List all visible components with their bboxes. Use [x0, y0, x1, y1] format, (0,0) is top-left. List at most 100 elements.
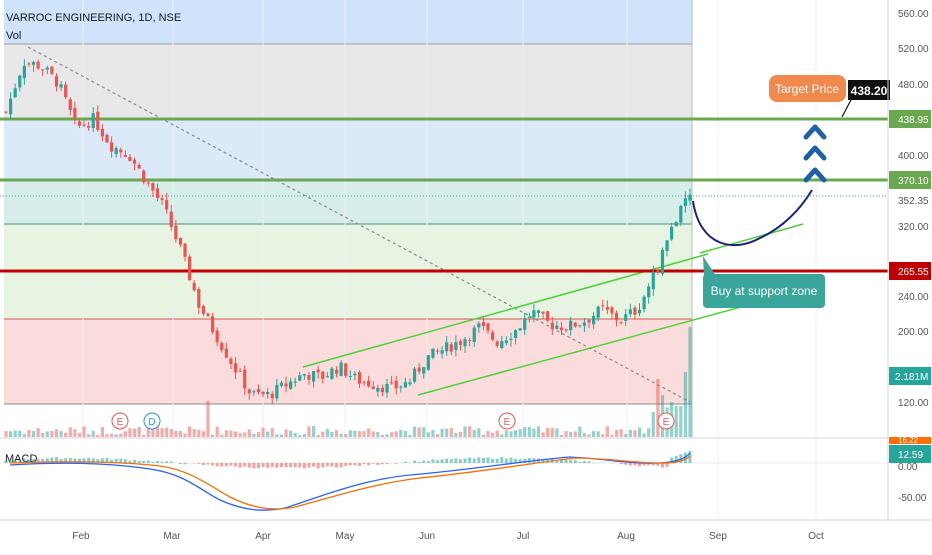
candle-body [491, 332, 494, 339]
volume-bar [376, 432, 379, 437]
time-axis[interactable]: Feb Mar Apr May Jun Jul Aug Sep Oct [0, 520, 932, 542]
volume-bar [390, 432, 393, 437]
candle-body [431, 349, 434, 358]
volume-bar [431, 430, 434, 437]
macd-histogram-bar [367, 463, 370, 465]
macd-histogram-bar [477, 457, 480, 463]
volume-bar [170, 429, 173, 437]
target-pointer [842, 98, 852, 117]
candle-body [321, 372, 324, 379]
candle-body [160, 198, 163, 200]
candle-body [239, 371, 242, 372]
candle-body [115, 148, 118, 154]
candle-body [179, 238, 182, 245]
candle-body [183, 244, 186, 257]
zone-red [4, 319, 692, 404]
candle-body [620, 322, 623, 323]
volume-bar [82, 426, 85, 437]
macd-histogram-bar [220, 463, 223, 466]
price-tick: 200.00 [898, 327, 929, 338]
volume-bar [509, 431, 512, 437]
volume-bar [459, 432, 462, 437]
candle-body [18, 76, 21, 88]
candle-body [170, 212, 173, 227]
target-price-callout[interactable]: Target Price 438.20 [769, 75, 890, 117]
candle-body [280, 383, 283, 386]
background-zones [4, 0, 692, 437]
volume-bar [578, 426, 581, 437]
macd-histogram-bar [404, 462, 407, 463]
volume-bar [64, 433, 67, 437]
volume-bar [624, 434, 627, 437]
macd-histogram-bar [340, 463, 343, 467]
macd-histogram-bar [206, 463, 209, 464]
candle-body [248, 389, 251, 393]
candle-body [583, 323, 586, 326]
volume-bar [523, 427, 526, 437]
buy-support-callout[interactable]: Buy at support zone [703, 256, 825, 308]
candle-body [266, 392, 269, 394]
channel-upper-extension [700, 224, 803, 253]
volume-bar [4, 431, 7, 437]
macd-histogram-bar [243, 463, 246, 467]
macd-histogram-bar [161, 462, 164, 463]
macd-histogram-bar [142, 461, 145, 463]
volume-bar [326, 429, 329, 437]
candle-body [509, 339, 512, 340]
macd-histogram-bar [468, 457, 471, 463]
macd-histogram-bar [496, 459, 499, 463]
candle-body [376, 388, 379, 392]
volume-bar [280, 435, 283, 437]
candle-body [688, 195, 691, 201]
macd-histogram-bar [588, 461, 591, 463]
macd-histogram-bar [289, 463, 292, 467]
candle-body [500, 341, 503, 348]
volume-bar [606, 426, 609, 437]
price-axis[interactable]: 560.00 520.00 480.00 400.00 320.00 240.0… [888, 0, 931, 520]
candle-body [156, 188, 159, 197]
macd-histogram-bar [225, 463, 228, 466]
volume-bar [197, 430, 200, 437]
projection-curve [693, 190, 812, 245]
time-tick: Jul [517, 531, 530, 542]
macd-histogram-bar [275, 463, 278, 468]
candle-body [225, 349, 228, 358]
candle-body [294, 381, 297, 382]
volume-bar [96, 435, 99, 437]
macd-histogram-bar [266, 463, 269, 468]
candle-body [165, 200, 168, 210]
macd-histogram-bar [184, 463, 187, 464]
candle-body [615, 313, 618, 321]
price-tick: 520.00 [898, 44, 929, 55]
volume-bar [537, 426, 540, 437]
candle-body [344, 363, 347, 375]
time-tick: Sep [709, 531, 727, 542]
macd-signal-value: 16.22 [898, 436, 919, 445]
candle-body [422, 367, 425, 373]
volume-bar [496, 431, 499, 437]
last-price-value: 352.35 [898, 196, 929, 207]
candle-body [340, 363, 343, 376]
candle-body [629, 309, 632, 314]
macd-histogram-bar [344, 463, 347, 466]
candle-body [560, 328, 563, 331]
macd-histogram-bar [128, 461, 131, 463]
volume-bar [551, 428, 554, 437]
macd-histogram-bar [262, 463, 265, 467]
candle-body [59, 84, 62, 87]
macd-histogram-bar [459, 459, 462, 463]
volume-bar [266, 432, 269, 437]
volume-bar [179, 431, 182, 437]
volume-bar [441, 429, 444, 437]
volume-bar [9, 431, 12, 437]
earnings-marker-label: E [504, 417, 511, 428]
volume-bar [587, 434, 590, 437]
macd-histogram-bar [248, 463, 251, 468]
volume-bar [216, 427, 219, 437]
candle-body [459, 341, 462, 345]
volume-bar [349, 430, 352, 437]
candle-body [326, 376, 329, 377]
volume-bar [477, 428, 480, 437]
volume-bar [519, 429, 522, 437]
